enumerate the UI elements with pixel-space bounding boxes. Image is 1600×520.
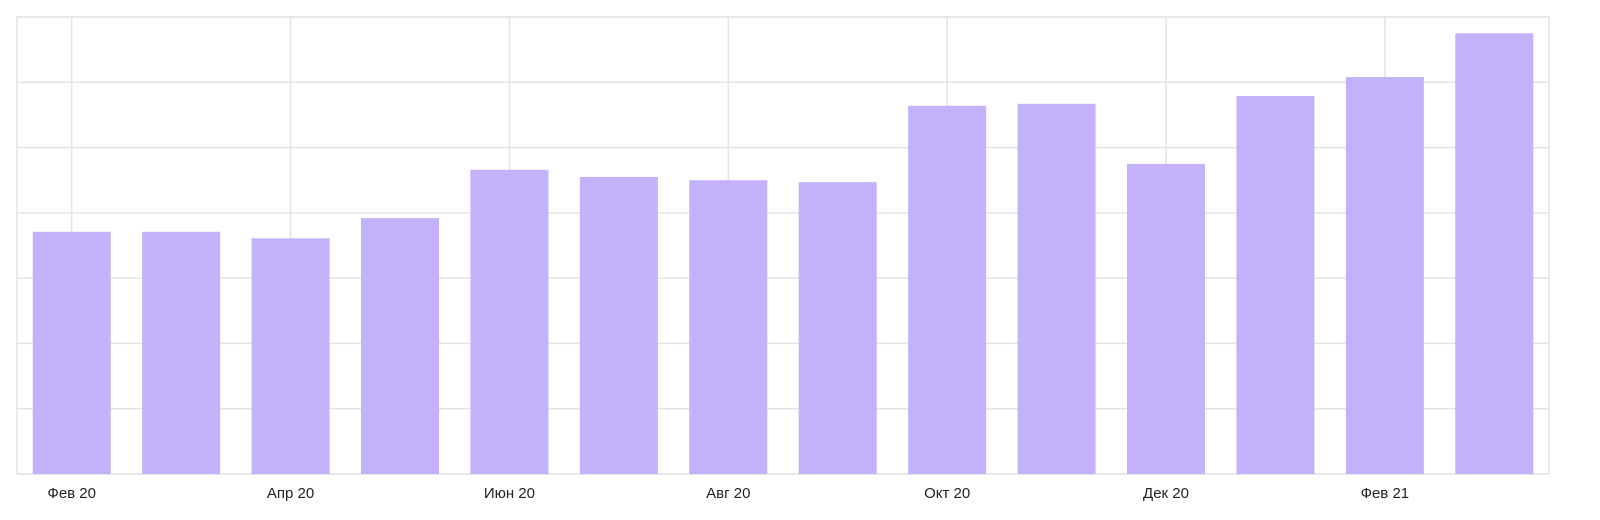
bar [579,176,658,474]
bar [798,182,877,474]
plot-frame [16,16,1550,475]
bar [361,218,439,474]
bar [1017,103,1096,474]
x-tick-label: Июн 20 [484,485,535,502]
x-tick-label: Окт 20 [924,485,970,502]
x-tick-label: Дек 20 [1143,485,1189,502]
bar [908,105,987,474]
bar [1236,95,1315,474]
bar [689,180,768,474]
bar [142,231,221,474]
bar [1455,33,1534,474]
x-tick-label: Фев 21 [1361,485,1410,502]
x-tick-label: Апр 20 [267,485,314,502]
bar [1127,163,1205,474]
bar [251,238,330,474]
x-tick-label: Авг 20 [706,485,750,502]
bar [470,169,549,475]
x-tick-label: Фев 20 [47,485,96,502]
bar [1345,77,1424,474]
bar [32,231,111,474]
